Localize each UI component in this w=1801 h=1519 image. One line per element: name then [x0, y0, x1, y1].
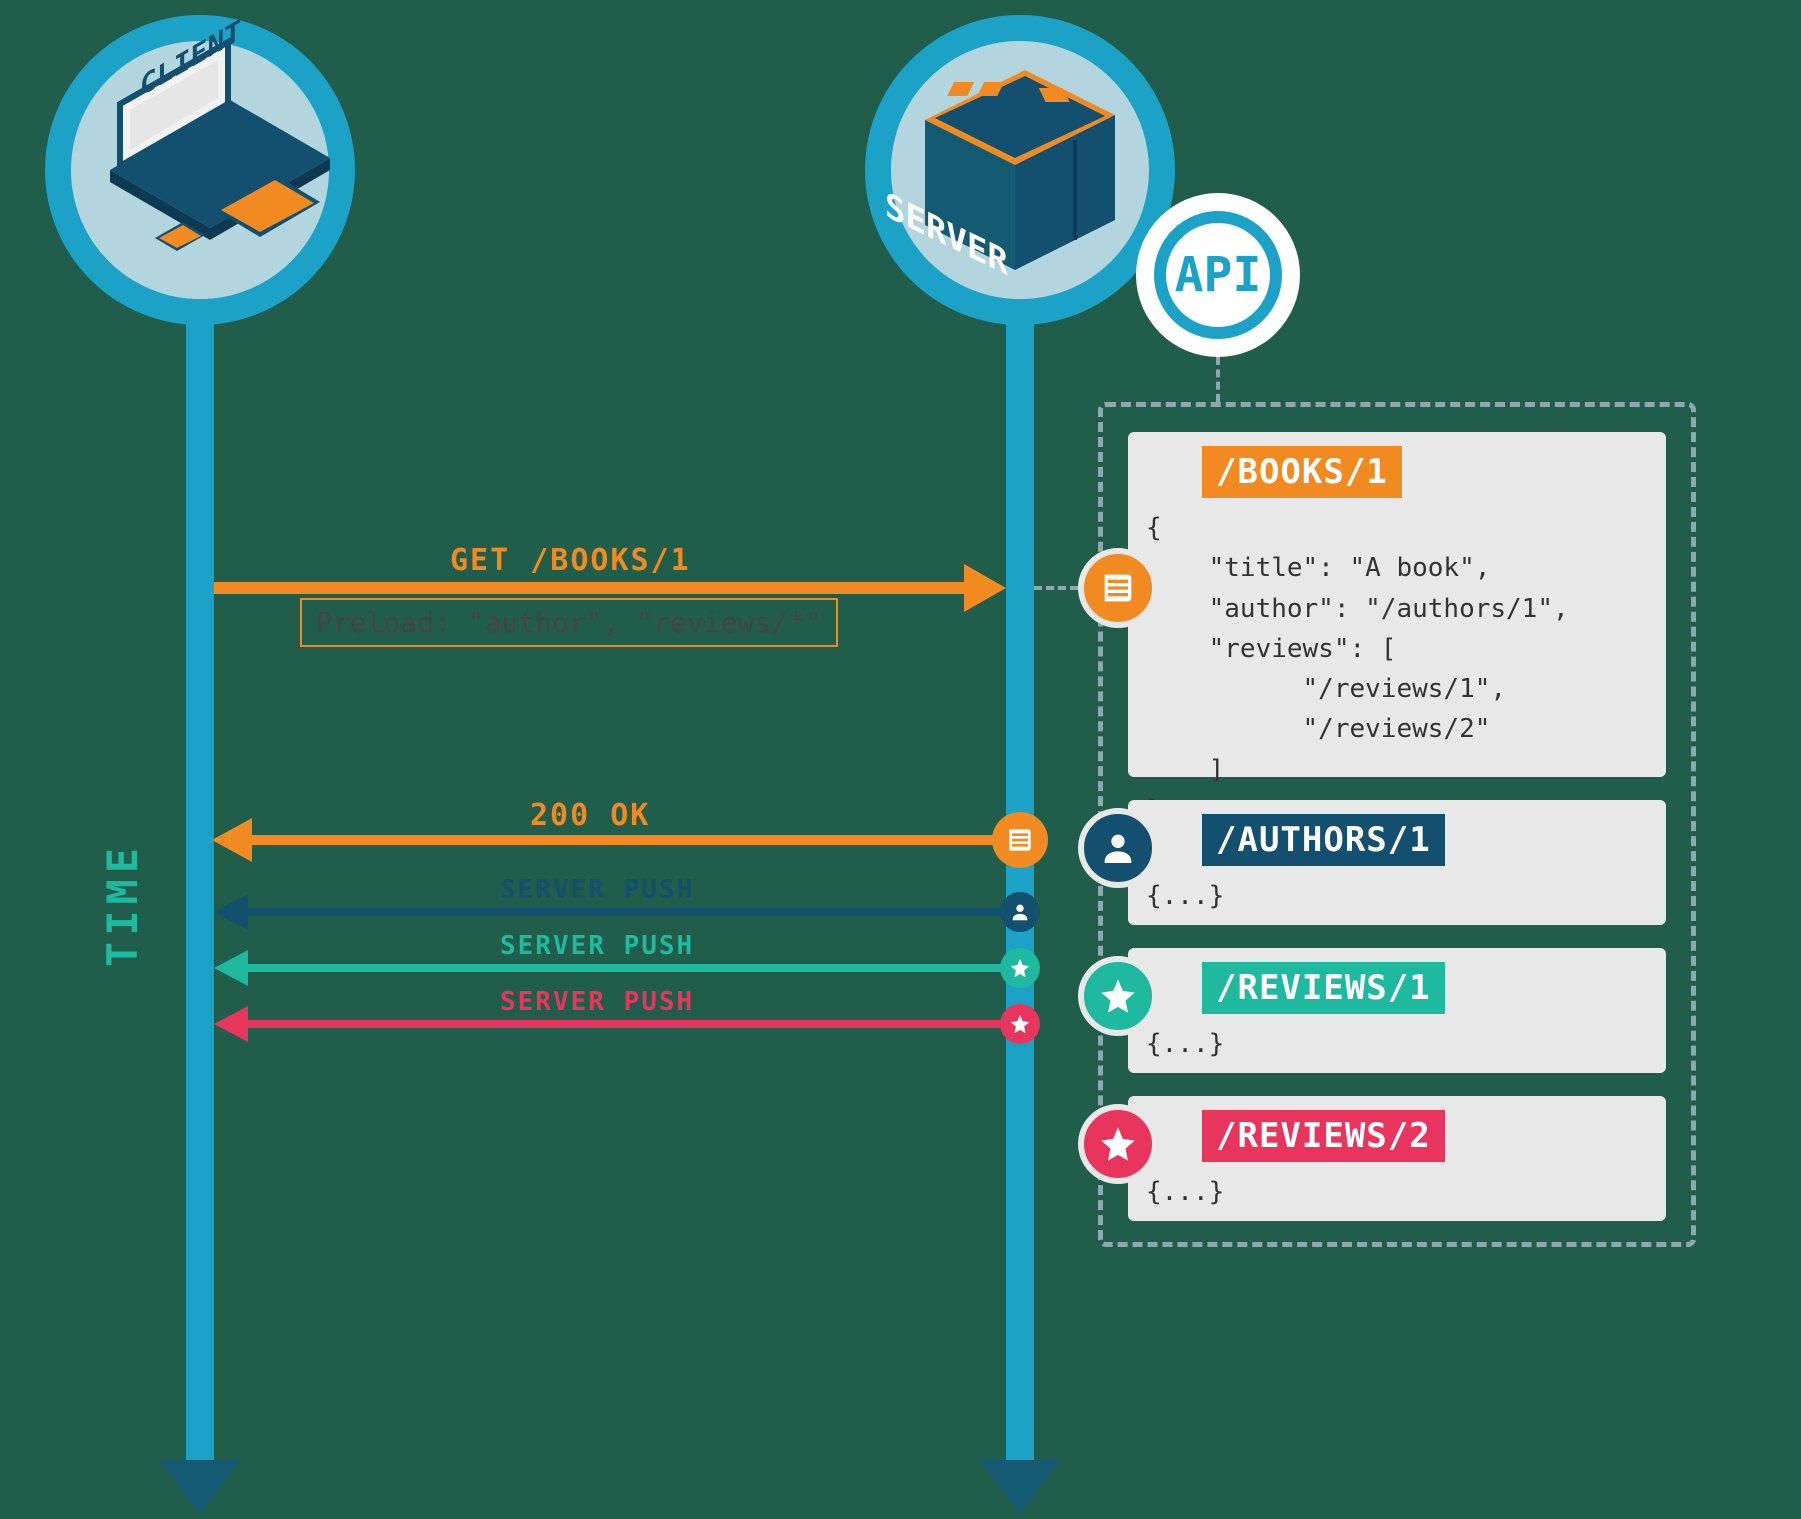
flow-push-review1-head [214, 950, 248, 986]
flow-push-review1-icon [1000, 948, 1040, 988]
api-connector [1216, 357, 1220, 402]
preload-header-text: Preload: "author", "reviews/*" [316, 606, 822, 639]
resource-reviews2: /REVIEWS/2 {...} [1128, 1096, 1666, 1221]
resource-authors-body: {...} [1146, 876, 1648, 916]
flow-push-author [246, 908, 1006, 916]
flow-push-review2-head [214, 1006, 248, 1042]
resource-books-header: /BOOKS/1 [1202, 446, 1402, 498]
api-badge: API [1136, 193, 1300, 357]
time-axis-label: TIME [98, 842, 147, 967]
server-timeline-arrow [980, 1460, 1060, 1515]
flow-push-review1-label: SERVER PUSH [500, 931, 694, 961]
client-timeline-arrow [160, 1460, 240, 1515]
resource-reviews1-header: /REVIEWS/1 [1202, 962, 1445, 1014]
resource-reviews2-icon [1078, 1104, 1158, 1184]
resource-reviews1-body: {...} [1146, 1024, 1648, 1064]
flow-200-head [212, 818, 252, 862]
flow-request [214, 582, 974, 594]
resource-reviews2-header: /REVIEWS/2 [1202, 1110, 1445, 1162]
flow-push-review2-label: SERVER PUSH [500, 987, 694, 1017]
resource-authors-icon [1078, 808, 1158, 888]
api-label: API [1175, 247, 1262, 303]
flow-push-author-label: SERVER PUSH [500, 875, 694, 905]
flow-200-icon [992, 812, 1048, 868]
client-timeline [186, 320, 214, 1470]
resource-authors: /AUTHORS/1 {...} [1128, 800, 1666, 925]
client-node: CLIENT [45, 15, 355, 325]
resource-books-icon [1078, 548, 1158, 628]
flow-200-label: 200 OK [530, 798, 650, 833]
connector-server-books [1034, 586, 1078, 590]
resource-books-body: { "title": "A book", "author": "/authors… [1146, 508, 1648, 830]
flow-push-author-head [214, 894, 248, 930]
resource-reviews1: /REVIEWS/1 {...} [1128, 948, 1666, 1073]
flow-push-review1 [246, 964, 1006, 972]
resource-reviews2-body: {...} [1146, 1172, 1648, 1212]
flow-push-review2 [246, 1020, 1006, 1028]
flow-request-label: GET /BOOKS/1 [450, 543, 691, 578]
resource-reviews1-icon [1078, 956, 1158, 1036]
preload-header-box: Preload: "author", "reviews/*" [300, 598, 838, 647]
flow-200 [248, 835, 1006, 845]
resource-books: /BOOKS/1 { "title": "A book", "author": … [1128, 432, 1666, 777]
flow-request-head [964, 564, 1006, 612]
flow-push-review2-icon [1000, 1004, 1040, 1044]
resource-authors-header: /AUTHORS/1 [1202, 814, 1445, 866]
server-node: SERVER [865, 15, 1175, 325]
flow-push-author-icon [1000, 892, 1040, 932]
